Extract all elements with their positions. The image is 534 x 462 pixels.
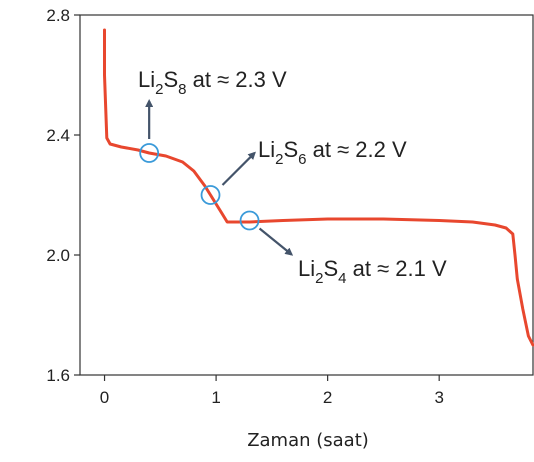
annotation-li2s4: Li2S4 at ≈ 2.1 V xyxy=(298,256,447,287)
y-tick-label: 2.0 xyxy=(46,246,70,265)
y-tick-label: 2.4 xyxy=(46,126,70,145)
annotation-li2s8: Li2S8 at ≈ 2.3 V xyxy=(138,67,287,98)
plot-frame xyxy=(79,14,534,376)
x-tick-label: 0 xyxy=(100,388,109,407)
arrows xyxy=(145,99,294,256)
axes xyxy=(79,14,534,376)
x-axis-label: Zaman (saat) xyxy=(247,430,369,451)
marker-circle xyxy=(239,210,260,231)
marker-circle xyxy=(200,185,221,205)
x-tick-label: 2 xyxy=(323,388,332,407)
voltage-curve xyxy=(103,28,534,347)
markers xyxy=(139,143,260,231)
annotation-arrow xyxy=(258,227,294,256)
x-tick-label: 3 xyxy=(434,388,443,407)
annotations: Li2S8 at ≈ 2.3 V Li2S6 at ≈ 2.2 V Li2S4 … xyxy=(138,67,447,287)
y-tick-label: 1.6 xyxy=(46,366,70,385)
ticks: 1.6 2.0 2.4 2.8 0 1 2 3 xyxy=(46,6,444,407)
y-tick-label: 2.8 xyxy=(46,6,70,25)
x-tick-label: 1 xyxy=(211,388,220,407)
marker-circle xyxy=(139,143,160,163)
annotation-li2s6: Li2S6 at ≈ 2.2 V xyxy=(258,137,407,168)
annotation-arrow xyxy=(221,151,256,186)
